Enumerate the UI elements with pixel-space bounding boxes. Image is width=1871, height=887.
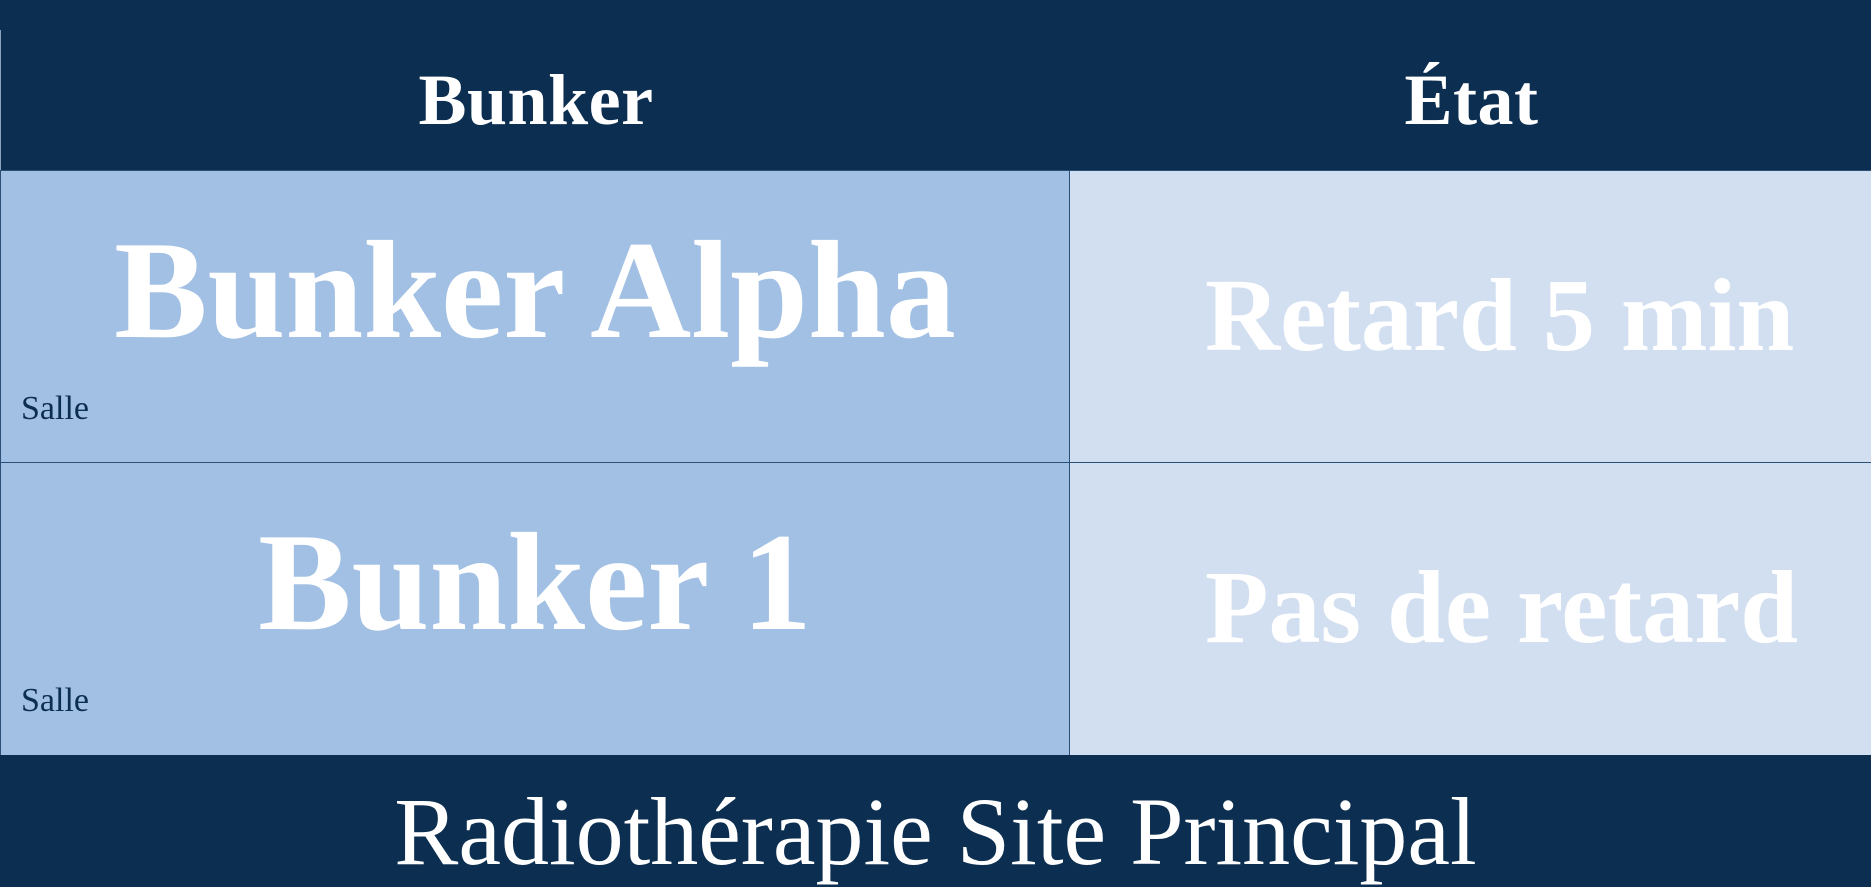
table-row: Bunker Alpha Salle Retard 5 min [0,170,1871,463]
state-cell: Retard 5 min [1070,171,1871,463]
room-caption: Salle [21,390,89,427]
state-text: Pas de retard [1205,550,1799,665]
room-cell: Bunker 1 Salle [0,463,1070,755]
header-bunker: Bunker [418,59,654,140]
table-row: Bunker 1 Salle Pas de retard [0,462,1871,755]
header-state: État [1404,59,1539,140]
table-header: Bunker État [0,30,1871,170]
top-bar [0,0,1871,30]
state-text: Retard 5 min [1205,258,1795,373]
footer-bar: Radiothérapie Site Principal [0,755,1871,887]
site-name: Radiothérapie Site Principal [394,778,1477,885]
room-name: Bunker Alpha [114,213,956,368]
room-cell: Bunker Alpha Salle [0,171,1070,463]
room-caption: Salle [21,682,89,719]
room-name: Bunker 1 [258,505,812,660]
state-cell: Pas de retard [1070,463,1871,755]
